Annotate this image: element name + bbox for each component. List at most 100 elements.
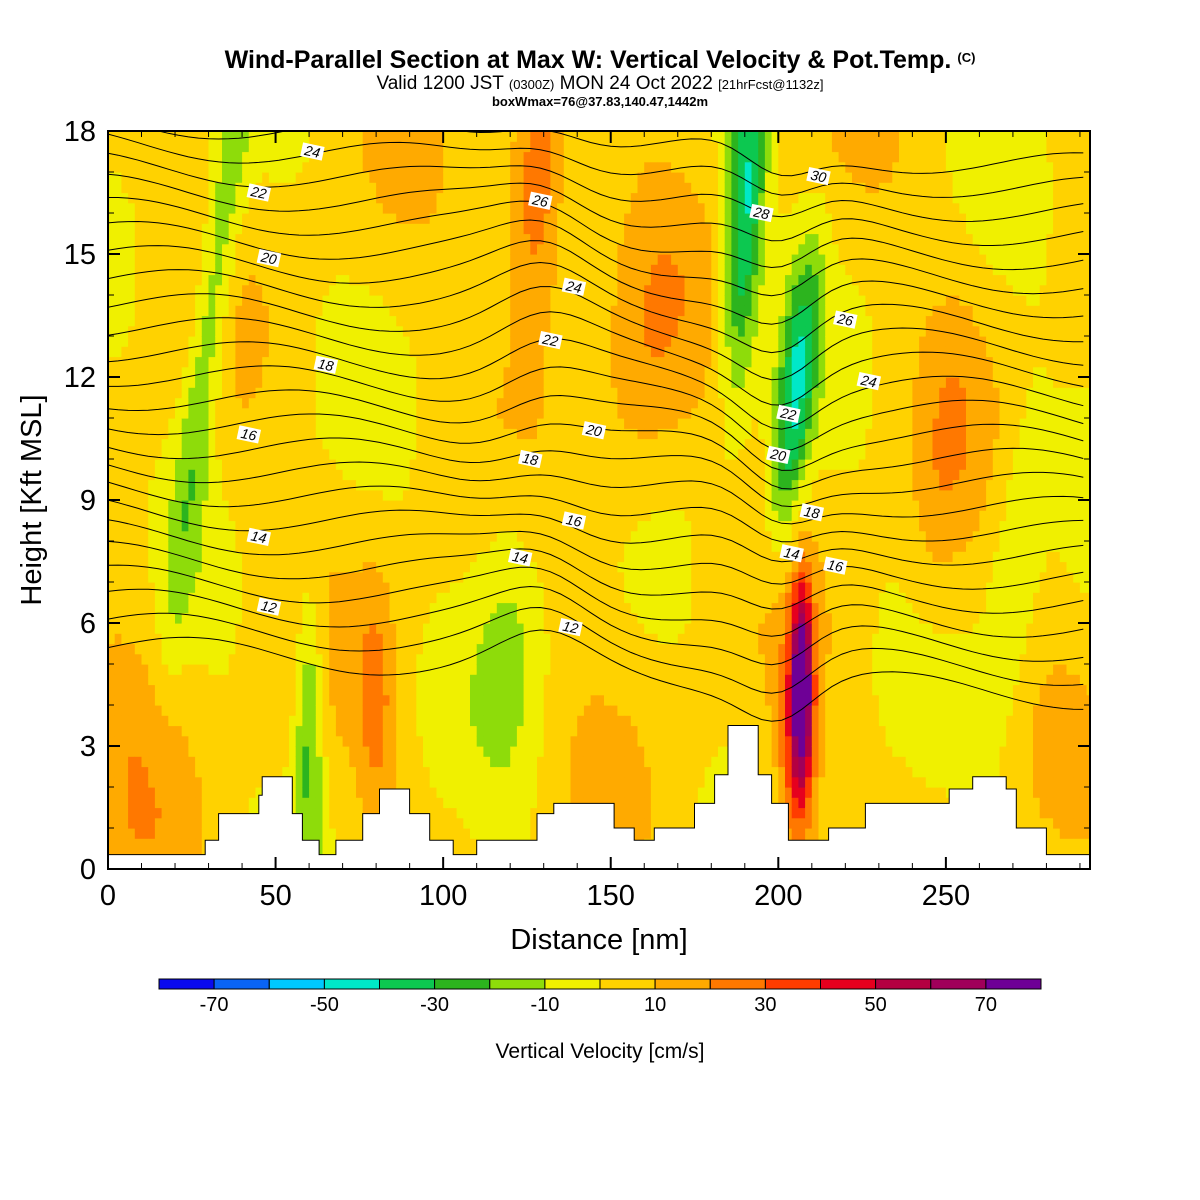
field-cell — [516, 612, 525, 624]
field-cell — [322, 746, 330, 757]
field-cell — [456, 735, 464, 747]
field-cell — [282, 530, 290, 542]
field-cell — [255, 213, 263, 224]
field-cell — [215, 530, 223, 542]
field-cell — [449, 828, 458, 839]
field-cell — [496, 202, 505, 214]
field-cell — [483, 520, 491, 532]
field-cell — [443, 284, 451, 296]
field-cell — [456, 202, 464, 214]
field-cell — [396, 182, 404, 194]
field-cell — [128, 828, 136, 839]
field-cell — [114, 469, 122, 481]
field-cell — [449, 479, 458, 491]
field-cell — [121, 602, 129, 614]
field-cell — [570, 725, 578, 737]
field-cell — [463, 623, 471, 634]
field-cell — [295, 489, 303, 501]
field-cell — [121, 264, 129, 276]
field-cell — [463, 725, 471, 737]
field-cell — [315, 233, 324, 245]
field-cell — [302, 582, 310, 593]
field-cell — [429, 592, 437, 604]
field-cell — [436, 807, 444, 819]
field-cell — [154, 418, 163, 429]
field-cell — [275, 284, 283, 296]
field-cell — [329, 397, 337, 409]
field-cell — [268, 664, 277, 675]
field-cell — [402, 664, 411, 675]
field-cell — [141, 787, 149, 798]
field-cell — [483, 151, 491, 163]
field-cell — [208, 541, 216, 552]
field-cell — [362, 705, 370, 716]
field-cell — [463, 520, 471, 532]
field-cell — [295, 684, 303, 696]
field-cell — [342, 202, 350, 214]
field-cell — [443, 366, 451, 378]
field-cell — [329, 448, 337, 460]
field-cell — [121, 479, 129, 491]
field-cell — [235, 776, 243, 788]
field-cell — [148, 582, 156, 593]
field-cell — [456, 694, 464, 706]
field-cell — [483, 746, 491, 757]
field-cell — [215, 664, 223, 675]
field-cell — [114, 172, 122, 183]
field-cell — [335, 428, 344, 440]
field-cell — [168, 295, 176, 306]
field-cell — [342, 664, 350, 675]
field-cell — [516, 623, 525, 634]
field-cell — [490, 479, 498, 491]
field-cell — [436, 582, 444, 593]
field-cell — [550, 356, 558, 368]
field-cell — [255, 131, 263, 142]
field-cell — [175, 387, 183, 399]
field-cell — [302, 274, 310, 286]
field-cell — [503, 254, 511, 265]
field-cell — [215, 305, 223, 317]
field-cell — [523, 202, 531, 214]
field-cell — [289, 233, 297, 245]
field-cell — [463, 202, 471, 214]
field-cell — [335, 694, 344, 706]
field-cell — [335, 469, 344, 481]
field-cell — [557, 612, 565, 624]
field-cell — [181, 336, 189, 347]
field-cell — [302, 643, 310, 655]
field-cell — [295, 479, 303, 491]
field-cell — [121, 766, 129, 778]
field-cell — [275, 356, 283, 368]
field-cell — [369, 500, 377, 511]
field-cell — [181, 356, 189, 368]
field-cell — [108, 336, 116, 347]
field-cell — [215, 633, 223, 645]
field-cell — [396, 561, 404, 573]
field-cell — [255, 592, 263, 604]
field-cell — [443, 418, 451, 429]
field-cell — [282, 643, 290, 655]
field-cell — [436, 479, 444, 491]
field-cell — [396, 141, 404, 153]
field-cell — [409, 612, 417, 624]
field-cell — [335, 305, 344, 317]
field-cell — [382, 530, 391, 542]
field-cell — [537, 807, 545, 819]
field-cell — [309, 305, 317, 317]
field-cell — [382, 766, 391, 778]
field-cell — [248, 807, 257, 819]
field-cell — [268, 674, 277, 686]
field-cell — [335, 336, 344, 347]
field-cell — [369, 438, 377, 450]
field-cell — [537, 305, 545, 317]
field-cell — [516, 520, 525, 532]
field-cell — [154, 787, 163, 798]
field-cell — [128, 756, 136, 768]
field-cell — [463, 397, 471, 409]
field-cell — [268, 325, 277, 337]
field-cell — [188, 407, 196, 419]
field-cell — [490, 295, 498, 306]
field-cell — [396, 653, 404, 665]
field-cell — [557, 438, 565, 450]
field-cell — [402, 489, 411, 501]
